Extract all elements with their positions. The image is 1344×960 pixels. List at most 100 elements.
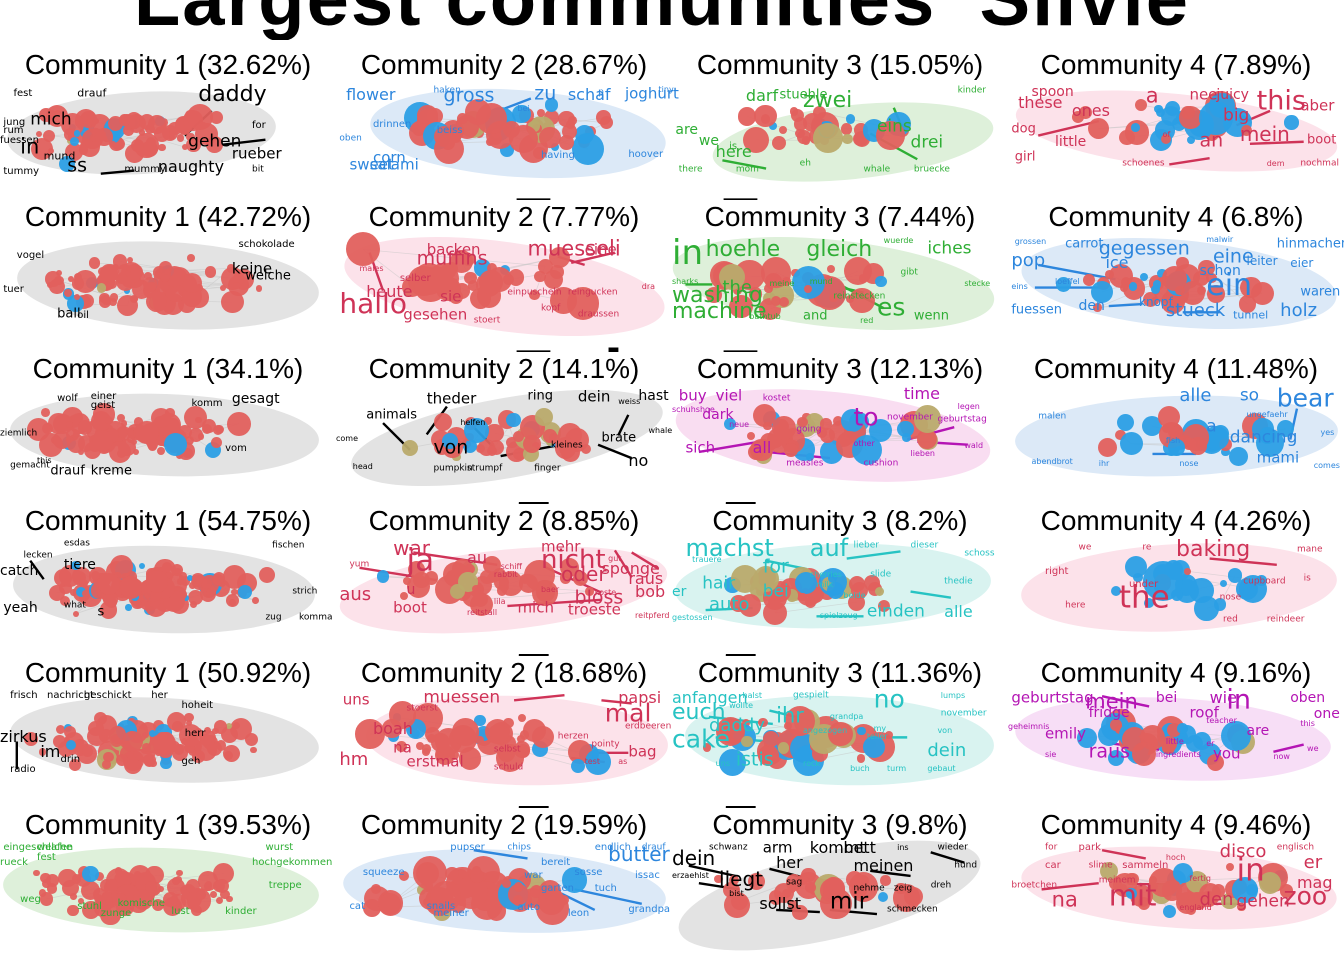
word-label: schuld xyxy=(493,762,524,773)
word-node xyxy=(102,760,111,769)
word-label: zeig xyxy=(893,883,913,894)
annotation-line xyxy=(221,138,266,147)
word-node xyxy=(96,283,106,293)
word-node xyxy=(548,246,571,269)
community-title: Community 1 (50.92%) xyxy=(24,657,312,688)
word-label: neue xyxy=(729,420,750,430)
word-node xyxy=(1241,125,1253,137)
word-node xyxy=(472,584,481,594)
word-node xyxy=(252,596,259,604)
word-node xyxy=(517,713,526,722)
word-label: mund xyxy=(43,149,76,163)
word-node xyxy=(378,892,401,915)
word-node xyxy=(502,717,514,729)
word-node xyxy=(843,256,873,286)
word-label: gebaut xyxy=(927,764,956,774)
word-label: schmecken xyxy=(887,904,938,915)
figure-title: Largest communities 'Silvie' xyxy=(0,0,1344,38)
word-label: sharks xyxy=(672,277,699,287)
word-label: in xyxy=(1226,684,1252,716)
word-label: drauf xyxy=(77,86,107,100)
word-label: no xyxy=(873,684,905,714)
word-label: stuehle xyxy=(779,87,828,103)
word-label: dein xyxy=(672,846,716,871)
word-node xyxy=(212,425,223,435)
word-label: is xyxy=(729,140,738,152)
word-label: all xyxy=(752,437,772,457)
word-node xyxy=(1284,115,1299,130)
word-node xyxy=(1082,274,1095,286)
word-node xyxy=(1134,98,1147,112)
word-node xyxy=(874,586,884,596)
word-label: tunnel xyxy=(1233,308,1269,322)
word-label: mit xyxy=(1108,878,1157,913)
section-divider-clip: n5nx-n5nm xyxy=(0,793,1344,808)
annotation-line xyxy=(846,550,901,560)
community-row: Community 1 (32.62%) Community 2 (28.67%)… xyxy=(0,48,1344,200)
word-label: ziemlich xyxy=(0,428,38,439)
word-label: geburtstag xyxy=(1011,688,1094,707)
word-label: test xyxy=(584,757,600,767)
word-label: in xyxy=(1236,852,1265,889)
word-node xyxy=(779,296,790,307)
word-node xyxy=(143,276,158,291)
word-label: mund xyxy=(809,277,833,287)
word-node xyxy=(69,137,79,147)
word-label: wollte xyxy=(729,701,754,711)
word-label: kinder xyxy=(225,906,257,918)
word-label: eine xyxy=(584,240,617,259)
word-node xyxy=(805,597,816,608)
annotation-line xyxy=(570,251,616,265)
word-node xyxy=(232,281,240,290)
word-node xyxy=(115,144,122,151)
community-panel: fest jung rum fuessen in tummy mich mund ss mummy… xyxy=(0,82,336,185)
section-divider-clip: n5nx-n5nm xyxy=(0,489,1344,504)
word-node xyxy=(537,258,553,274)
word-node xyxy=(596,110,611,125)
community-title-row: Community 1 (39.53%) Community 2 (19.59%)… xyxy=(0,808,1344,842)
word-node xyxy=(110,141,117,148)
word-label: nee xyxy=(1189,85,1218,104)
community-title: Community 4 (11.48%) xyxy=(1033,353,1319,384)
word-label: tuer xyxy=(3,283,24,295)
word-label: we xyxy=(1078,542,1092,553)
word-label: rabbit xyxy=(493,570,518,580)
word-label: schokolade xyxy=(238,239,295,251)
word-node xyxy=(111,893,118,900)
word-label: zu xyxy=(534,82,557,105)
word-node xyxy=(1194,596,1219,621)
word-node xyxy=(760,256,792,288)
word-label: wenn xyxy=(913,308,950,324)
word-label: in xyxy=(20,134,40,159)
word-node xyxy=(427,262,460,294)
community-panel: flower haken gross zu schaf p joghurt tiny bei dr… xyxy=(336,80,679,187)
word-node xyxy=(227,411,251,436)
word-label: sweet xyxy=(349,155,394,174)
word-node xyxy=(1140,272,1149,281)
word-node xyxy=(512,104,531,124)
word-label: red xyxy=(860,315,874,325)
word-node xyxy=(1187,135,1196,144)
community-title: Community 3 (8.2%) xyxy=(712,505,968,536)
community-title: Community 4 (7.89%) xyxy=(1040,49,1312,80)
word-label: re xyxy=(1142,542,1152,553)
word-node xyxy=(154,749,162,756)
word-node xyxy=(1105,270,1115,279)
word-label: emily xyxy=(1044,724,1087,743)
word-node xyxy=(803,285,812,294)
annotation-line xyxy=(1249,140,1304,145)
word-label: weg xyxy=(20,893,41,905)
word-node xyxy=(155,435,164,444)
annotation-line xyxy=(100,169,135,175)
word-label: fish xyxy=(1165,435,1181,445)
word-label: gehen xyxy=(188,131,242,152)
word-node xyxy=(41,408,51,417)
word-label: stoert xyxy=(473,315,501,326)
word-node xyxy=(1181,105,1195,120)
word-label: buch xyxy=(850,764,870,774)
word-node xyxy=(1079,106,1093,120)
word-label: bei xyxy=(762,581,789,602)
word-label: halst xyxy=(742,691,763,701)
word-label: baer xyxy=(540,584,560,594)
word-node xyxy=(1160,133,1171,144)
